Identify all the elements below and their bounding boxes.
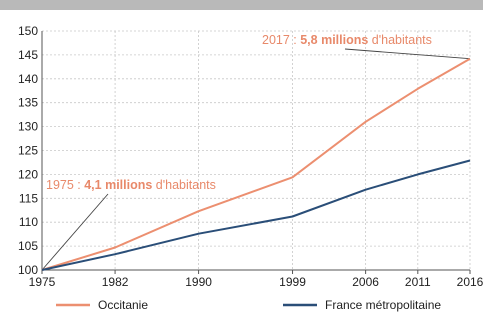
annotation-2017: 2017 : 5,8 millions d'habitants — [262, 33, 432, 47]
y-tick-label-135: 135 — [18, 96, 38, 110]
series-line-france — [41, 159, 471, 271]
y-tick-label-120: 120 — [18, 167, 38, 181]
x-tick-label-2011: 2011 — [405, 275, 431, 289]
y-tick-label-130: 130 — [18, 120, 38, 134]
window-top-bar — [0, 0, 483, 10]
x-tick-label-2006: 2006 — [352, 275, 379, 289]
x-tick-label-1999: 1999 — [279, 275, 306, 289]
y-tick-label-150: 150 — [18, 24, 38, 38]
y-tick-label-105: 105 — [18, 239, 38, 253]
y-tick-label-125: 125 — [18, 144, 38, 158]
x-tick-label-1975: 1975 — [29, 275, 56, 289]
legend: Occitanie France métropolitaine — [56, 298, 441, 312]
series-lines — [41, 57, 471, 271]
grid-lines — [42, 30, 471, 270]
callout-line-2017 — [344, 48, 471, 60]
axes: 100 105 110 115 120 125 130 135 140 145 150 1975 198… — [18, 24, 483, 289]
x-tick-label-2016: 2016 — [457, 275, 483, 289]
x-tick-label-1982: 1982 — [102, 275, 129, 289]
y-tick-label-145: 145 — [18, 48, 38, 62]
annotation-callouts — [41, 48, 471, 271]
y-tick-label-110: 110 — [19, 215, 38, 229]
callout-line-1975 — [41, 193, 109, 271]
y-tick-label-115: 115 — [19, 191, 38, 205]
legend-label-occitanie: Occitanie — [98, 298, 148, 312]
legend-label-france: France métropolitaine — [325, 298, 441, 312]
x-tick-label-1990: 1990 — [185, 275, 212, 289]
y-tick-label-100: 100 — [18, 263, 38, 277]
annotation-1975: 1975 : 4,1 millions d'habitants — [46, 178, 216, 192]
series-line-occitanie — [41, 57, 471, 271]
y-tick-label-140: 140 — [18, 72, 38, 86]
